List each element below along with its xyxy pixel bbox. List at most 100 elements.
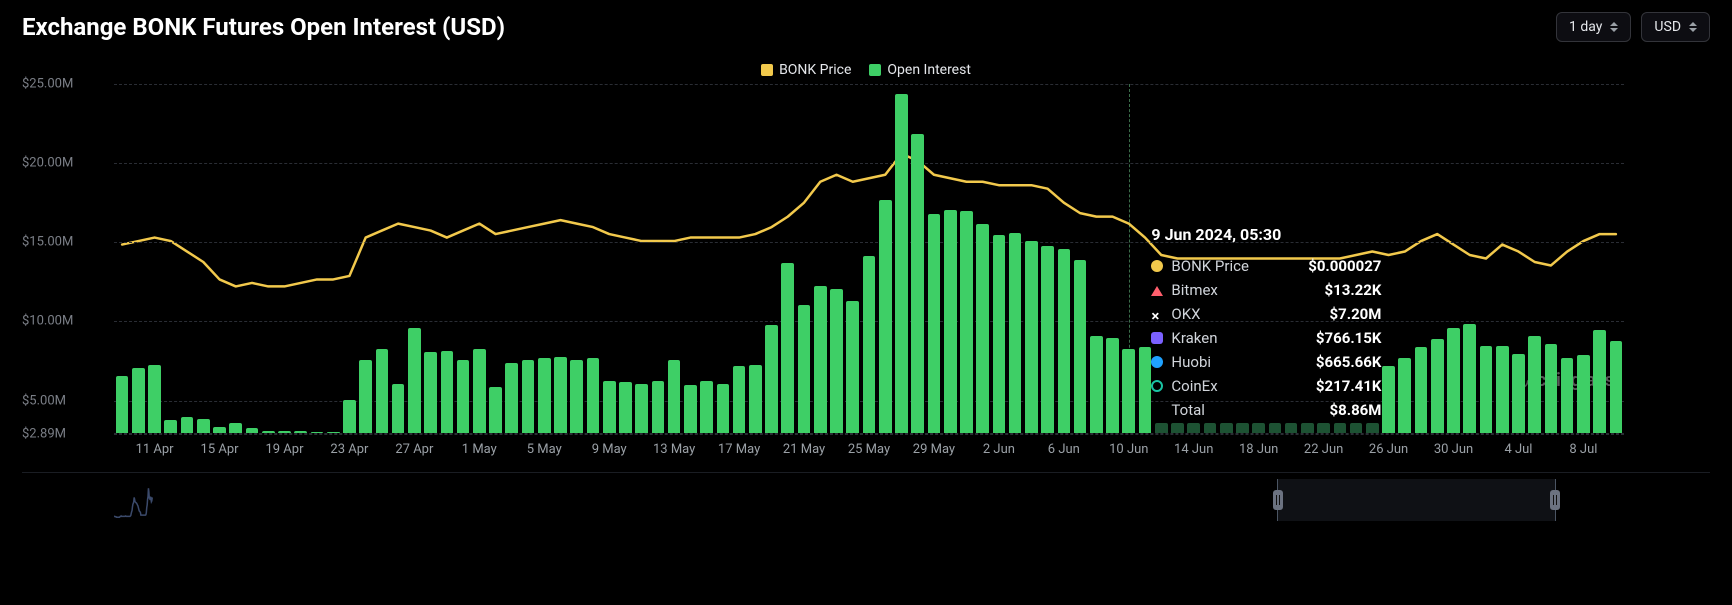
oi-bar [1025,241,1038,433]
oi-bar [733,366,746,433]
oi-bar [1301,423,1314,433]
oi-bar [229,423,242,433]
oi-bar [652,381,665,433]
oi-bar [1593,330,1606,433]
brush-handle-left[interactable] [1273,490,1283,510]
oi-bar [1334,423,1347,433]
oi-bar [668,360,681,433]
oi-bar [603,381,616,433]
legend-label: BONK Price [779,62,851,78]
brush-selection[interactable] [1277,479,1556,521]
oi-bar [1122,349,1135,433]
chart-legend: BONK Price Open Interest [0,62,1732,78]
oi-bar [262,431,275,433]
oi-bar [1269,423,1282,433]
oi-bar [1431,339,1444,433]
oi-bar [164,420,177,433]
oi-bar [1528,336,1541,433]
oi-bar [587,358,600,433]
oi-bar [1041,246,1054,433]
oi-bar [343,400,356,433]
oi-bar [1398,358,1411,433]
oi-bar [376,349,389,433]
oi-bar [327,432,340,433]
chevron-up-down-icon [1610,22,1618,32]
oi-bar [311,432,324,433]
timeframe-select[interactable]: 1 day [1556,12,1631,42]
oi-bar [1236,423,1249,433]
header-controls: 1 day USD [1556,12,1710,42]
brush-handle-right[interactable] [1550,490,1560,510]
currency-label: USD [1654,19,1681,35]
oi-bar [570,360,583,433]
oi-bar [1512,354,1525,433]
page-title: Exchange BONK Futures Open Interest (USD… [22,13,505,41]
oi-bar [717,384,730,433]
oi-bar [294,431,307,433]
legend-swatch [869,64,881,76]
oi-bar [1074,260,1087,433]
oi-bar [116,376,129,433]
oi-bar [781,263,794,433]
oi-bar [489,387,502,433]
legend-item-oi[interactable]: Open Interest [869,62,971,78]
oi-bar [863,256,876,433]
oi-bar [830,289,843,433]
oi-bar [960,211,973,433]
chevron-up-down-icon [1689,22,1697,32]
oi-bar [1220,423,1233,433]
oi-bar [798,305,811,433]
brush-sparkline [114,479,153,521]
oi-bar [700,381,713,433]
oi-bar [132,368,145,433]
oi-bar [392,384,405,433]
oi-bar [944,210,957,433]
oi-bar [1545,344,1558,433]
oi-bar [1106,338,1119,433]
oi-bar [1561,358,1574,433]
oi-bar [148,365,161,433]
oi-bar [1610,341,1623,433]
oi-bar [1009,233,1022,433]
oi-bar [505,363,518,433]
x-axis: 11 Apr15 Apr19 Apr23 Apr27 Apr1 May5 May… [114,442,1624,464]
oi-bar [749,365,762,433]
oi-bar [1317,423,1330,433]
oi-bar [522,360,535,433]
oi-bar [554,357,567,433]
oi-bar [1285,423,1298,433]
oi-bar [993,235,1006,433]
legend-item-price[interactable]: BONK Price [761,62,851,78]
oi-bar [1058,249,1071,433]
oi-bar [879,200,892,433]
oi-bar [441,351,454,433]
chart-area[interactable]: $25.00M$20.00M$15.00M$10.00M$5.00M$2.89M… [22,84,1710,464]
oi-bar [1577,355,1590,433]
y-axis-left: $25.00M$20.00M$15.00M$10.00M$5.00M$2.89M [22,84,108,434]
oi-bar [911,134,924,433]
legend-label: Open Interest [887,62,971,78]
currency-select[interactable]: USD [1641,12,1710,42]
oi-bar [473,349,486,433]
oi-bar [278,431,291,433]
oi-bar [408,328,421,433]
oi-bar [1415,347,1428,433]
oi-bar [1171,423,1184,433]
oi-bar [1447,328,1460,433]
oi-bar [895,94,908,433]
y-axis-right: $0.0001$0.0000$0.0000$0.0000$0.0000 [1630,84,1710,434]
oi-bar [424,352,437,433]
timeframe-label: 1 day [1569,19,1602,35]
oi-bar [1366,423,1379,433]
chart-plot[interactable]: 9 Jun 2024, 05:30BONK Price$0.000027Bitm… [114,84,1624,434]
oi-bar [197,419,210,433]
oi-bar [457,360,470,433]
oi-bar [1204,423,1217,433]
range-brush[interactable] [22,472,1710,527]
oi-bar [765,325,778,433]
legend-swatch [761,64,773,76]
oi-bar [1382,366,1395,433]
oi-bar [359,360,372,433]
oi-bar [1350,423,1363,433]
oi-bar [928,214,941,433]
